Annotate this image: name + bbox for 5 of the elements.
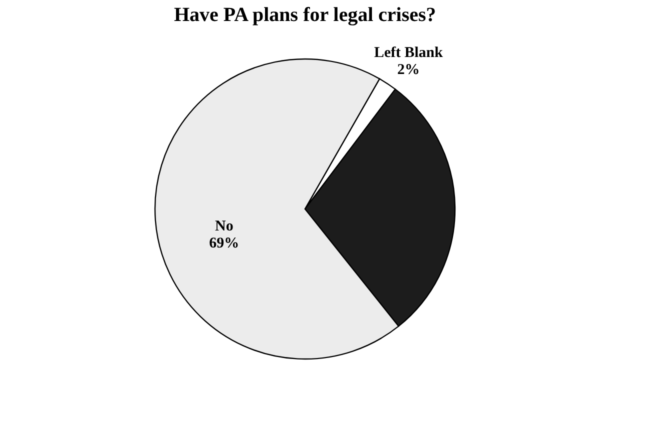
data-label: 2% <box>397 62 420 78</box>
data-label: 69% <box>209 236 240 252</box>
slice-label: No <box>215 218 234 235</box>
slice-label: Left Blank <box>374 45 444 62</box>
chart-title: Have PA plans for legal crises? <box>174 4 436 26</box>
